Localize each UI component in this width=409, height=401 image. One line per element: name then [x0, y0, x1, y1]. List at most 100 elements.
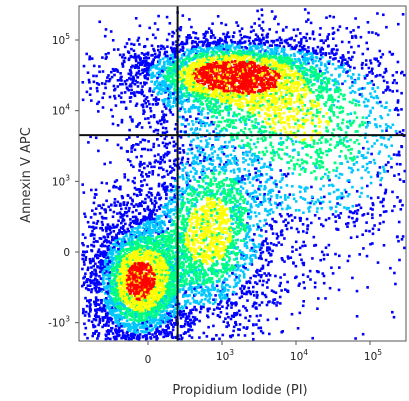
event-point-63: [135, 203, 138, 206]
event-point-2226: [136, 323, 140, 327]
event-point-4252: [165, 84, 169, 87]
event-point-1389: [148, 267, 152, 270]
event-point-3287: [136, 292, 140, 296]
event-point-2037: [124, 335, 128, 338]
event-point-4487: [141, 71, 144, 75]
event-point-4019: [294, 58, 297, 61]
event-point-3811: [113, 73, 116, 77]
event-point-2017: [159, 204, 163, 207]
event-point-2573: [123, 260, 127, 263]
event-point-420: [104, 244, 107, 248]
event-point-3104: [147, 214, 151, 217]
event-point-3013: [87, 312, 91, 316]
event-point-562: [93, 193, 97, 196]
event-point-3189: [161, 205, 165, 209]
event-point-2874: [126, 282, 130, 286]
event-point-2464: [106, 304, 110, 308]
event-point-1505: [116, 212, 119, 215]
event-point-2020: [151, 333, 154, 336]
event-point-2990: [122, 213, 126, 216]
event-point-3516: [158, 75, 161, 79]
event-point-4253: [209, 35, 213, 38]
event-point-2253: [103, 299, 106, 302]
event-point-1439: [162, 304, 166, 308]
event-point-2589: [146, 255, 150, 259]
event-point-1397: [204, 238, 207, 242]
event-point-1430: [88, 284, 92, 287]
event-point-3581: [282, 45, 286, 48]
event-point-4018: [172, 81, 176, 84]
event-point-1708: [179, 271, 182, 275]
event-point-4939: [127, 58, 131, 62]
event-point-3273: [168, 311, 172, 315]
event-point-1741: [96, 219, 100, 223]
event-point-3141: [92, 325, 95, 329]
event-point-3647: [151, 71, 154, 75]
event-point-1924: [150, 269, 154, 272]
event-point-3167: [118, 263, 121, 266]
event-point-4101: [290, 58, 294, 61]
event-point-2303: [157, 248, 161, 252]
event-point-2358: [140, 306, 143, 309]
event-point-196: [187, 246, 190, 249]
event-point-2970: [133, 280, 136, 284]
event-point-592: [172, 220, 176, 223]
event-point-3349: [119, 72, 122, 75]
event-point-2480: [139, 193, 142, 196]
event-point-3237: [158, 301, 161, 304]
event-point-3884: [319, 53, 323, 57]
event-point-628: [93, 325, 97, 328]
event-point-3283: [137, 250, 140, 253]
event-point-4198: [242, 95, 245, 98]
event-point-778: [195, 249, 198, 253]
event-point-2858: [105, 306, 108, 310]
event-point-4232: [309, 101, 313, 105]
event-point-2250: [134, 331, 138, 335]
event-point-3158: [137, 334, 140, 337]
event-point-2140: [103, 306, 107, 310]
event-point-3107: [105, 285, 109, 288]
event-point-1401: [128, 263, 132, 267]
event-point-1949: [90, 225, 94, 229]
event-point-4910: [198, 95, 201, 99]
event-point-3542: [154, 96, 158, 99]
event-point-2502: [138, 280, 141, 284]
event-point-3704: [102, 92, 106, 95]
event-point-2938: [194, 301, 198, 304]
event-point-2477: [100, 290, 103, 293]
event-point-4719: [172, 55, 175, 59]
event-point-4255: [181, 86, 184, 90]
event-point-2187: [115, 281, 119, 284]
event-point-1134: [135, 275, 138, 279]
event-point-3291: [112, 256, 116, 260]
event-point-4920: [299, 42, 303, 46]
event-point-2175: [93, 212, 96, 216]
event-point-3247: [92, 237, 96, 240]
event-point-3076: [145, 239, 148, 242]
event-point-4778: [281, 73, 284, 77]
event-point-4425: [154, 36, 157, 40]
event-point-4149: [196, 37, 200, 40]
event-point-3050: [124, 233, 128, 237]
event-point-1593: [110, 269, 114, 272]
event-point-4878: [121, 82, 124, 86]
event-point-3054: [149, 260, 153, 264]
event-point-4976: [254, 53, 258, 56]
event-point-2893: [116, 314, 120, 318]
event-point-4517: [334, 78, 337, 81]
event-point-2429: [85, 280, 89, 284]
event-point-3826: [179, 26, 183, 29]
event-point-2787: [95, 314, 98, 318]
event-point-2457: [130, 333, 133, 336]
event-point-4854: [262, 63, 265, 67]
event-point-3121: [83, 275, 86, 278]
event-point-1051: [92, 282, 95, 285]
event-point-1195: [114, 297, 117, 300]
event-point-2432: [181, 268, 185, 272]
event-point-2542: [131, 253, 134, 257]
event-point-1612: [154, 213, 157, 216]
event-point-1884: [162, 335, 165, 339]
event-point-2497: [161, 249, 164, 253]
event-point-3014: [164, 313, 167, 316]
event-point-4478: [316, 79, 319, 83]
